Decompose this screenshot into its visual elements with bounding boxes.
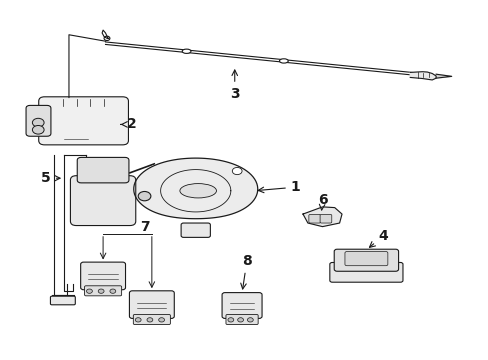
FancyBboxPatch shape [181,223,210,237]
Polygon shape [435,74,451,78]
Polygon shape [409,72,435,80]
Text: 2: 2 [121,117,136,131]
FancyBboxPatch shape [77,157,129,183]
Text: 7: 7 [140,220,149,234]
FancyBboxPatch shape [308,215,320,223]
Polygon shape [303,207,341,226]
FancyBboxPatch shape [26,105,51,136]
Circle shape [138,192,151,201]
Text: 5: 5 [41,171,60,185]
Text: 4: 4 [369,229,387,247]
Circle shape [237,318,243,322]
FancyBboxPatch shape [329,262,402,282]
FancyBboxPatch shape [333,249,398,271]
Text: 3: 3 [229,70,239,101]
Circle shape [247,318,253,322]
Circle shape [135,318,141,322]
Circle shape [232,167,242,175]
Text: 6: 6 [317,193,326,210]
Polygon shape [133,158,257,219]
Circle shape [227,318,233,322]
FancyBboxPatch shape [225,315,258,324]
FancyBboxPatch shape [50,296,75,305]
FancyBboxPatch shape [222,293,262,319]
FancyBboxPatch shape [320,215,331,223]
Circle shape [98,289,104,293]
Ellipse shape [180,184,216,198]
Circle shape [110,289,116,293]
Circle shape [32,118,44,127]
FancyBboxPatch shape [84,286,122,296]
FancyBboxPatch shape [39,97,128,145]
FancyBboxPatch shape [344,252,387,266]
Ellipse shape [279,59,287,63]
FancyBboxPatch shape [133,315,170,324]
Ellipse shape [182,49,191,53]
Text: 8: 8 [240,254,251,289]
Circle shape [32,126,44,134]
FancyBboxPatch shape [129,291,174,319]
FancyBboxPatch shape [70,176,136,226]
Circle shape [86,289,92,293]
Circle shape [158,318,164,322]
Circle shape [147,318,153,322]
FancyBboxPatch shape [81,262,125,290]
Text: 1: 1 [258,180,300,194]
